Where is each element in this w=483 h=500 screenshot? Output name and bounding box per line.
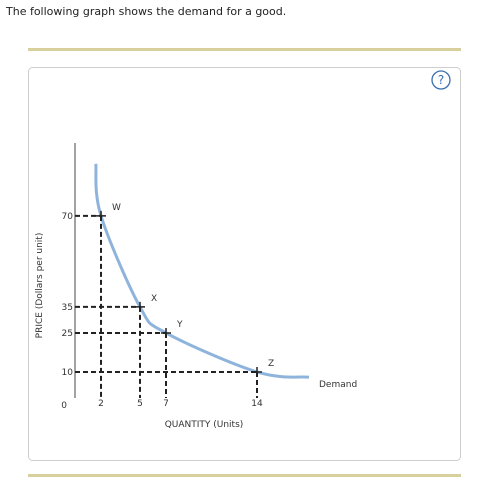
x-axis-label: QUANTITY (Units) — [165, 420, 244, 430]
point-marker — [252, 366, 262, 377]
point-marker — [135, 301, 145, 312]
point-label: W — [112, 203, 121, 213]
y-tick-label: 25 — [62, 329, 73, 339]
x-tick-label: 2 — [98, 399, 104, 409]
y-tick-label: 10 — [62, 368, 74, 378]
point-label: X — [151, 294, 157, 304]
graph-panel — [28, 67, 461, 461]
y-tick-label: 0 — [61, 401, 67, 411]
help-icon: ? — [438, 73, 444, 87]
y-tick-label: 35 — [62, 303, 73, 313]
point-label: Y — [176, 320, 183, 330]
x-tick-label: 5 — [137, 399, 143, 409]
y-axis-label: PRICE (Dollars per unit) — [35, 233, 45, 339]
curve-label: Demand — [319, 380, 357, 390]
x-tick-label: 7 — [163, 399, 169, 409]
point-marker — [161, 327, 171, 338]
help-button[interactable] — [431, 70, 451, 90]
y-tick-label: 70 — [62, 212, 74, 222]
point-label: Z — [268, 359, 274, 369]
chart: PRICE (Dollars per unit) QUANTITY (Units)… — [35, 143, 357, 430]
x-tick-label: 14 — [251, 399, 263, 409]
point-marker — [96, 210, 106, 221]
divider — [28, 474, 461, 477]
divider — [28, 48, 461, 51]
instruction: The following graph shows the demand for… — [5, 5, 286, 18]
